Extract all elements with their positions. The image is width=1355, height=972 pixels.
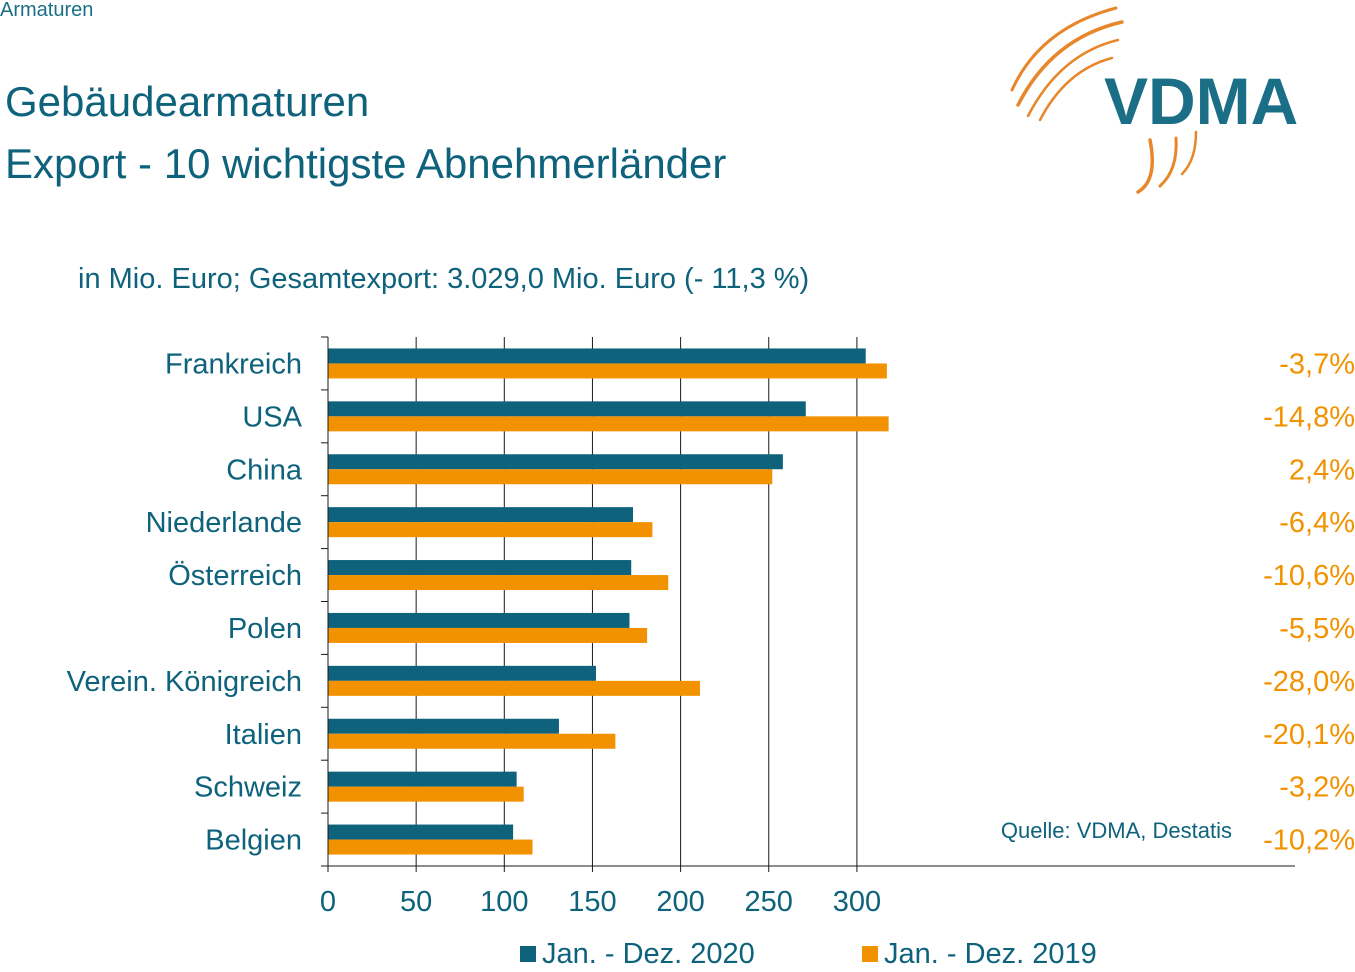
bar-2020-3 <box>328 507 633 523</box>
bar-2020-8 <box>328 771 517 787</box>
x-tick-label: 200 <box>656 886 704 918</box>
change-label: -10,6% <box>1263 560 1355 592</box>
category-label: Schweiz <box>194 772 302 804</box>
x-tick-label: 250 <box>745 886 793 918</box>
category-label: Niederlande <box>146 507 302 539</box>
bar-2020-0 <box>328 348 866 364</box>
bar-2019-8 <box>328 786 524 802</box>
bar-2019-0 <box>328 363 887 379</box>
category-label: Belgien <box>205 825 302 857</box>
bar-2019-7 <box>328 733 616 749</box>
legend-swatch-2019 <box>862 946 878 962</box>
labels: Frankreich -3,7% USA -14,8% China 2,4% Niederl… <box>67 348 1355 856</box>
legend-item-2019: Jan. - Dez. 2019 <box>862 936 1097 972</box>
bar-2019-3 <box>328 522 653 538</box>
page-title: Gebäudearmaturen <box>5 78 370 125</box>
bar-2020-7 <box>328 718 559 734</box>
category-label: Italien <box>225 719 302 751</box>
bar-2019-4 <box>328 575 669 591</box>
change-label: -14,8% <box>1263 401 1355 433</box>
bar-2020-9 <box>328 824 514 840</box>
x-tick-label: 100 <box>480 886 528 918</box>
bar-2020-5 <box>328 612 630 628</box>
bar-2020-4 <box>328 560 632 576</box>
bar-chart: 0 50 100 150 200 250 300 Frankreich -3,7% USA -14… <box>67 336 1355 918</box>
change-label: -28,0% <box>1263 666 1355 698</box>
change-label: -10,2% <box>1263 825 1355 857</box>
logo-arcs-icon <box>1010 6 1198 194</box>
change-label: -20,1% <box>1263 719 1355 751</box>
x-tick-label: 50 <box>400 886 432 918</box>
bars <box>328 348 889 855</box>
change-label: -3,2% <box>1279 772 1355 804</box>
category-label: China <box>226 454 303 486</box>
change-label: -5,5% <box>1279 613 1355 645</box>
logo-text: VDMA <box>1104 64 1298 138</box>
bar-2019-5 <box>328 627 648 643</box>
legend-swatch-2020 <box>520 946 536 962</box>
bar-2020-6 <box>328 665 596 681</box>
category-label: USA <box>242 401 302 433</box>
x-tick-label: 150 <box>568 886 616 918</box>
bar-2019-6 <box>328 680 700 696</box>
category-label: Polen <box>228 613 302 645</box>
topic-label: Armaturen <box>0 0 94 21</box>
x-tick-label: 0 <box>320 886 336 918</box>
change-label: -6,4% <box>1279 507 1355 539</box>
legend-label-2019: Jan. - Dez. 2019 <box>884 937 1097 970</box>
x-tick-label: 300 <box>833 886 881 918</box>
bar-2019-9 <box>328 839 533 855</box>
vdma-logo: VDMA <box>1010 6 1298 194</box>
bar-2020-2 <box>328 454 783 470</box>
category-label: Verein. Königreich <box>67 666 302 698</box>
change-label: 2,4% <box>1289 454 1355 486</box>
legend-item-2020: Jan. - Dez. 2020 <box>520 936 755 972</box>
bar-2019-1 <box>328 416 889 432</box>
axes: 0 50 100 150 200 250 300 <box>320 336 1295 918</box>
change-label: -3,7% <box>1279 348 1355 380</box>
category-label: Frankreich <box>165 348 302 380</box>
page-subtitle-title: Export - 10 wichtigste Abnehmerländer <box>5 140 727 187</box>
legend-label-2020: Jan. - Dez. 2020 <box>542 937 755 970</box>
chart-subtitle: in Mio. Euro; Gesamtexport: 3.029,0 Mio.… <box>78 263 810 295</box>
bar-2019-2 <box>328 469 773 485</box>
category-label: Österreich <box>168 560 302 592</box>
source-note: Quelle: VDMA, Destatis <box>1001 818 1232 843</box>
bar-2020-1 <box>328 401 806 417</box>
